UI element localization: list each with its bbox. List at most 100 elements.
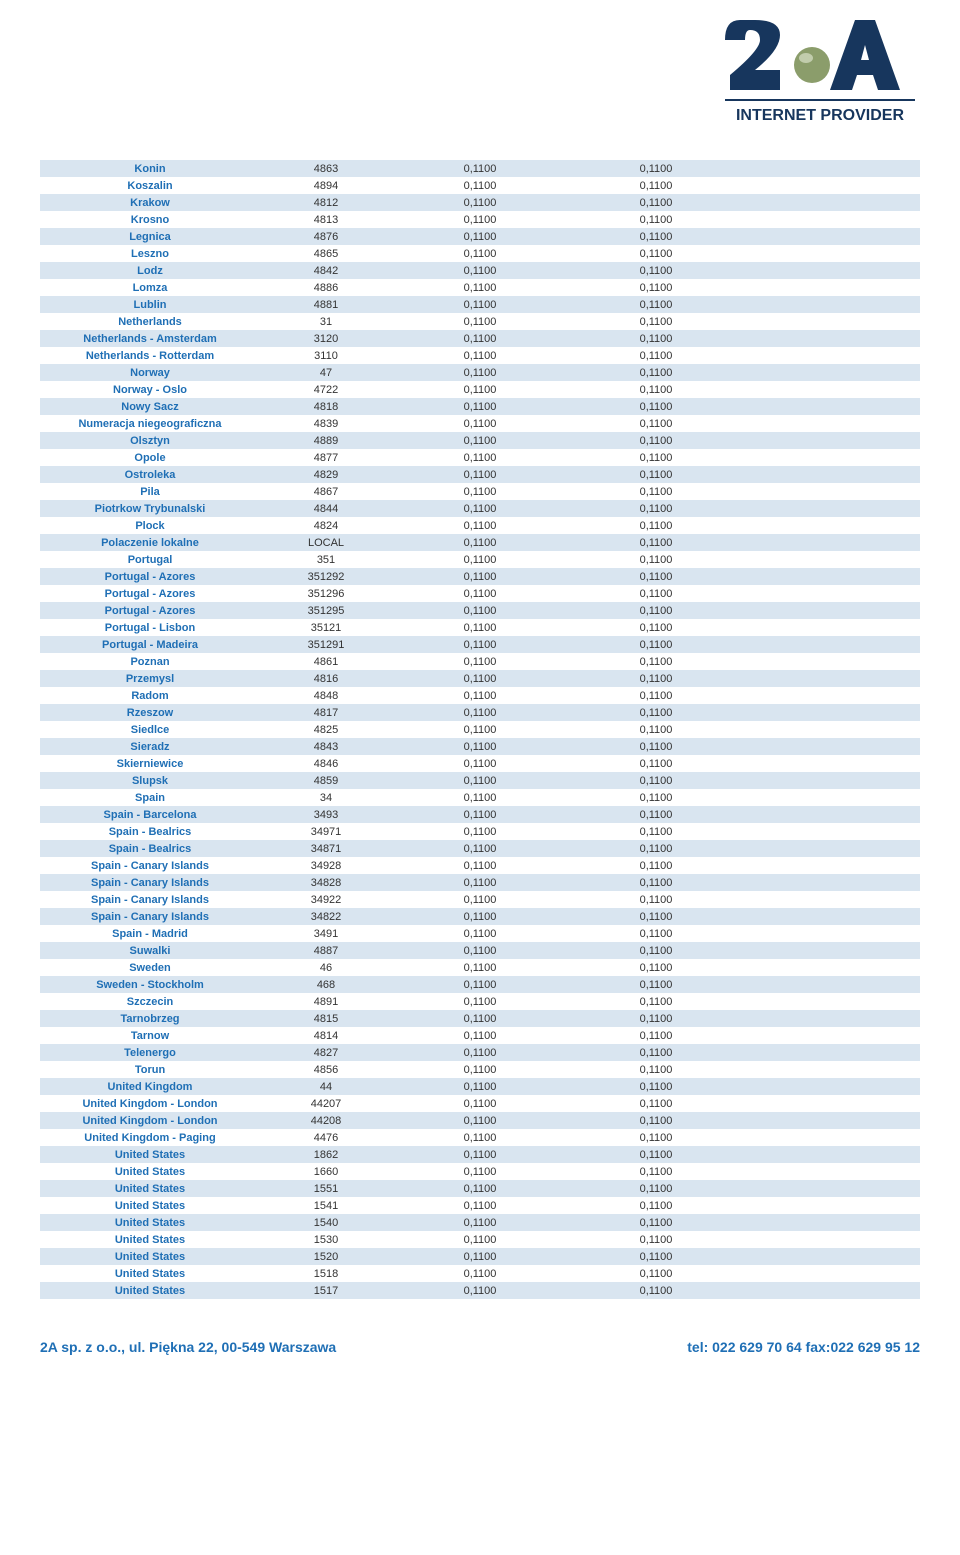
rate-2: 0,1100 bbox=[568, 1044, 744, 1061]
table-row: United States15170,11000,1100 bbox=[40, 1282, 920, 1299]
destination-code: 4876 bbox=[260, 228, 392, 245]
table-row: Spain - Canary Islands348280,11000,1100 bbox=[40, 874, 920, 891]
destination-code: 4815 bbox=[260, 1010, 392, 1027]
table-row: Spain - Canary Islands349280,11000,1100 bbox=[40, 857, 920, 874]
destination-name: Norway bbox=[40, 364, 260, 381]
destination-name: Spain - Madrid bbox=[40, 925, 260, 942]
table-row: Netherlands - Rotterdam31100,11000,1100 bbox=[40, 347, 920, 364]
rate-2: 0,1100 bbox=[568, 1027, 744, 1044]
rate-1: 0,1100 bbox=[392, 177, 568, 194]
rate-2: 0,1100 bbox=[568, 1163, 744, 1180]
destination-name: United States bbox=[40, 1163, 260, 1180]
rate-1: 0,1100 bbox=[392, 1265, 568, 1282]
destination-code: 351292 bbox=[260, 568, 392, 585]
rate-1: 0,1100 bbox=[392, 1027, 568, 1044]
destination-code: 4814 bbox=[260, 1027, 392, 1044]
rate-2: 0,1100 bbox=[568, 1061, 744, 1078]
rate-2: 0,1100 bbox=[568, 534, 744, 551]
destination-code: 4842 bbox=[260, 262, 392, 279]
table-row: Sweden - Stockholm4680,11000,1100 bbox=[40, 976, 920, 993]
rate-1: 0,1100 bbox=[392, 1146, 568, 1163]
destination-name: Rzeszow bbox=[40, 704, 260, 721]
rate-2: 0,1100 bbox=[568, 177, 744, 194]
rate-1: 0,1100 bbox=[392, 789, 568, 806]
rates-table: Konin48630,11000,1100Koszalin48940,11000… bbox=[40, 160, 920, 1299]
rate-1: 0,1100 bbox=[392, 1044, 568, 1061]
rate-1: 0,1100 bbox=[392, 874, 568, 891]
destination-name: Pila bbox=[40, 483, 260, 500]
table-row: Portugal - Azores3512920,11000,1100 bbox=[40, 568, 920, 585]
table-row: Spain - Madrid34910,11000,1100 bbox=[40, 925, 920, 942]
destination-code: 351291 bbox=[260, 636, 392, 653]
rate-2: 0,1100 bbox=[568, 925, 744, 942]
destination-name: Tarnobrzeg bbox=[40, 1010, 260, 1027]
table-row: Spain - Barcelona34930,11000,1100 bbox=[40, 806, 920, 823]
destination-code: 4877 bbox=[260, 449, 392, 466]
destination-code: 35121 bbox=[260, 619, 392, 636]
table-row: Tarnow48140,11000,1100 bbox=[40, 1027, 920, 1044]
rate-2: 0,1100 bbox=[568, 619, 744, 636]
table-row: Portugal - Madeira3512910,11000,1100 bbox=[40, 636, 920, 653]
destination-code: 4891 bbox=[260, 993, 392, 1010]
rate-1: 0,1100 bbox=[392, 551, 568, 568]
destination-name: United Kingdom - London bbox=[40, 1112, 260, 1129]
footer-address: 2A sp. z o.o., ul. Piękna 22, 00-549 War… bbox=[40, 1339, 336, 1355]
table-row: Norway - Oslo47220,11000,1100 bbox=[40, 381, 920, 398]
table-row: United States15180,11000,1100 bbox=[40, 1265, 920, 1282]
destination-name: Spain - Canary Islands bbox=[40, 908, 260, 925]
table-row: Krakow48120,11000,1100 bbox=[40, 194, 920, 211]
rate-2: 0,1100 bbox=[568, 364, 744, 381]
rate-2: 0,1100 bbox=[568, 228, 744, 245]
rate-1: 0,1100 bbox=[392, 279, 568, 296]
rate-1: 0,1100 bbox=[392, 228, 568, 245]
destination-code: 4865 bbox=[260, 245, 392, 262]
destination-code: 44 bbox=[260, 1078, 392, 1095]
rate-1: 0,1100 bbox=[392, 466, 568, 483]
table-row: Portugal - Azores3512950,11000,1100 bbox=[40, 602, 920, 619]
rate-2: 0,1100 bbox=[568, 653, 744, 670]
rate-1: 0,1100 bbox=[392, 364, 568, 381]
destination-name: United States bbox=[40, 1265, 260, 1282]
table-row: United States16600,11000,1100 bbox=[40, 1163, 920, 1180]
table-row: United States15410,11000,1100 bbox=[40, 1197, 920, 1214]
rate-2: 0,1100 bbox=[568, 381, 744, 398]
rate-1: 0,1100 bbox=[392, 160, 568, 177]
destination-name: Suwalki bbox=[40, 942, 260, 959]
destination-name: Radom bbox=[40, 687, 260, 704]
table-row: United Kingdom - London442080,11000,1100 bbox=[40, 1112, 920, 1129]
rate-1: 0,1100 bbox=[392, 823, 568, 840]
table-row: Plock48240,11000,1100 bbox=[40, 517, 920, 534]
rate-2: 0,1100 bbox=[568, 806, 744, 823]
rate-2: 0,1100 bbox=[568, 1078, 744, 1095]
destination-name: Legnica bbox=[40, 228, 260, 245]
destination-code: 4889 bbox=[260, 432, 392, 449]
table-row: Netherlands - Amsterdam31200,11000,1100 bbox=[40, 330, 920, 347]
rate-1: 0,1100 bbox=[392, 891, 568, 908]
rate-2: 0,1100 bbox=[568, 891, 744, 908]
destination-name: Siedlce bbox=[40, 721, 260, 738]
rate-1: 0,1100 bbox=[392, 1078, 568, 1095]
table-row: Skierniewice48460,11000,1100 bbox=[40, 755, 920, 772]
destination-code: 4886 bbox=[260, 279, 392, 296]
rate-1: 0,1100 bbox=[392, 942, 568, 959]
rate-2: 0,1100 bbox=[568, 1180, 744, 1197]
rate-1: 0,1100 bbox=[392, 721, 568, 738]
table-row: Portugal - Azores3512960,11000,1100 bbox=[40, 585, 920, 602]
rate-2: 0,1100 bbox=[568, 1265, 744, 1282]
table-row: Suwalki48870,11000,1100 bbox=[40, 942, 920, 959]
rate-1: 0,1100 bbox=[392, 755, 568, 772]
destination-name: Tarnow bbox=[40, 1027, 260, 1044]
rate-2: 0,1100 bbox=[568, 415, 744, 432]
destination-code: 4818 bbox=[260, 398, 392, 415]
rate-2: 0,1100 bbox=[568, 908, 744, 925]
table-row: Ostroleka48290,11000,1100 bbox=[40, 466, 920, 483]
destination-code: 4816 bbox=[260, 670, 392, 687]
rate-2: 0,1100 bbox=[568, 1231, 744, 1248]
destination-name: Przemysl bbox=[40, 670, 260, 687]
rate-2: 0,1100 bbox=[568, 704, 744, 721]
destination-code: 1660 bbox=[260, 1163, 392, 1180]
destination-name: Opole bbox=[40, 449, 260, 466]
destination-name: Torun bbox=[40, 1061, 260, 1078]
destination-code: 351295 bbox=[260, 602, 392, 619]
destination-code: 34828 bbox=[260, 874, 392, 891]
